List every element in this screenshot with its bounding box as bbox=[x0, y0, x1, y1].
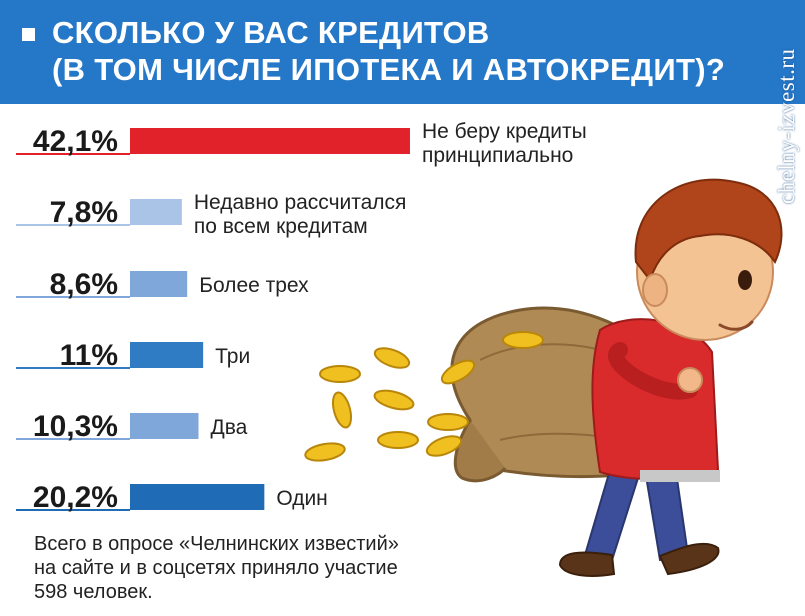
category-label-line: Не беру кредиты bbox=[422, 120, 587, 143]
bullet-square-icon bbox=[22, 28, 35, 41]
value-label-0: 42,1% bbox=[33, 125, 118, 158]
category-label-line: принципиально bbox=[422, 144, 573, 167]
bar-3 bbox=[130, 342, 204, 368]
category-label-4: Два bbox=[210, 416, 247, 439]
boy-with-money-sack-illustration bbox=[304, 178, 783, 577]
category-label-line: по всем кредитам bbox=[194, 215, 368, 238]
value-label-1: 7,8% bbox=[50, 196, 118, 229]
category-label-3: Три bbox=[215, 345, 250, 368]
bar-2 bbox=[130, 271, 188, 297]
footnote-line-1: Всего в опросе «Челнинских известий» bbox=[34, 533, 399, 555]
category-label-5: Один bbox=[276, 487, 327, 510]
footnote-line-2: на сайте и в соцсетях приняло участие bbox=[34, 557, 398, 579]
category-label-line: Два bbox=[210, 416, 247, 439]
category-label-1: Недавно рассчитался по всем кредитам bbox=[194, 191, 407, 238]
header-banner: СКОЛЬКО У ВАС КРЕДИТОВ (В ТОМ ЧИСЛЕ ИПОТ… bbox=[0, 0, 805, 104]
site-watermark: chelny-izvest.ru bbox=[774, 48, 799, 204]
bar-4 bbox=[130, 413, 199, 439]
bar-5 bbox=[130, 484, 265, 510]
category-label-line: Недавно рассчитался bbox=[194, 191, 407, 214]
value-label-4: 10,3% bbox=[33, 410, 118, 443]
title-line-1: СКОЛЬКО У ВАС КРЕДИТОВ bbox=[52, 15, 490, 50]
category-label-2: Более трех bbox=[199, 274, 309, 297]
category-label-0: Не беру кредиты принципиально bbox=[422, 120, 587, 167]
survey-footnote: Всего в опросе «Челнинских известий» на … bbox=[34, 532, 514, 604]
footnote-line-3: 598 человек. bbox=[34, 581, 153, 603]
title-line-2: (В ТОМ ЧИСЛЕ ИПОТЕКА И АВТОКРЕДИТ)? bbox=[52, 52, 726, 87]
value-label-5: 20,2% bbox=[33, 481, 118, 514]
chart-title: СКОЛЬКО У ВАС КРЕДИТОВ (В ТОМ ЧИСЛЕ ИПОТ… bbox=[52, 14, 752, 88]
category-label-line: Более трех bbox=[199, 274, 309, 297]
category-label-line: Три bbox=[215, 345, 250, 368]
value-label-3: 11% bbox=[60, 339, 118, 372]
bar-1 bbox=[130, 199, 182, 225]
value-label-2: 8,6% bbox=[50, 268, 118, 301]
category-label-line: Один bbox=[276, 487, 327, 510]
bar-0 bbox=[130, 128, 410, 154]
